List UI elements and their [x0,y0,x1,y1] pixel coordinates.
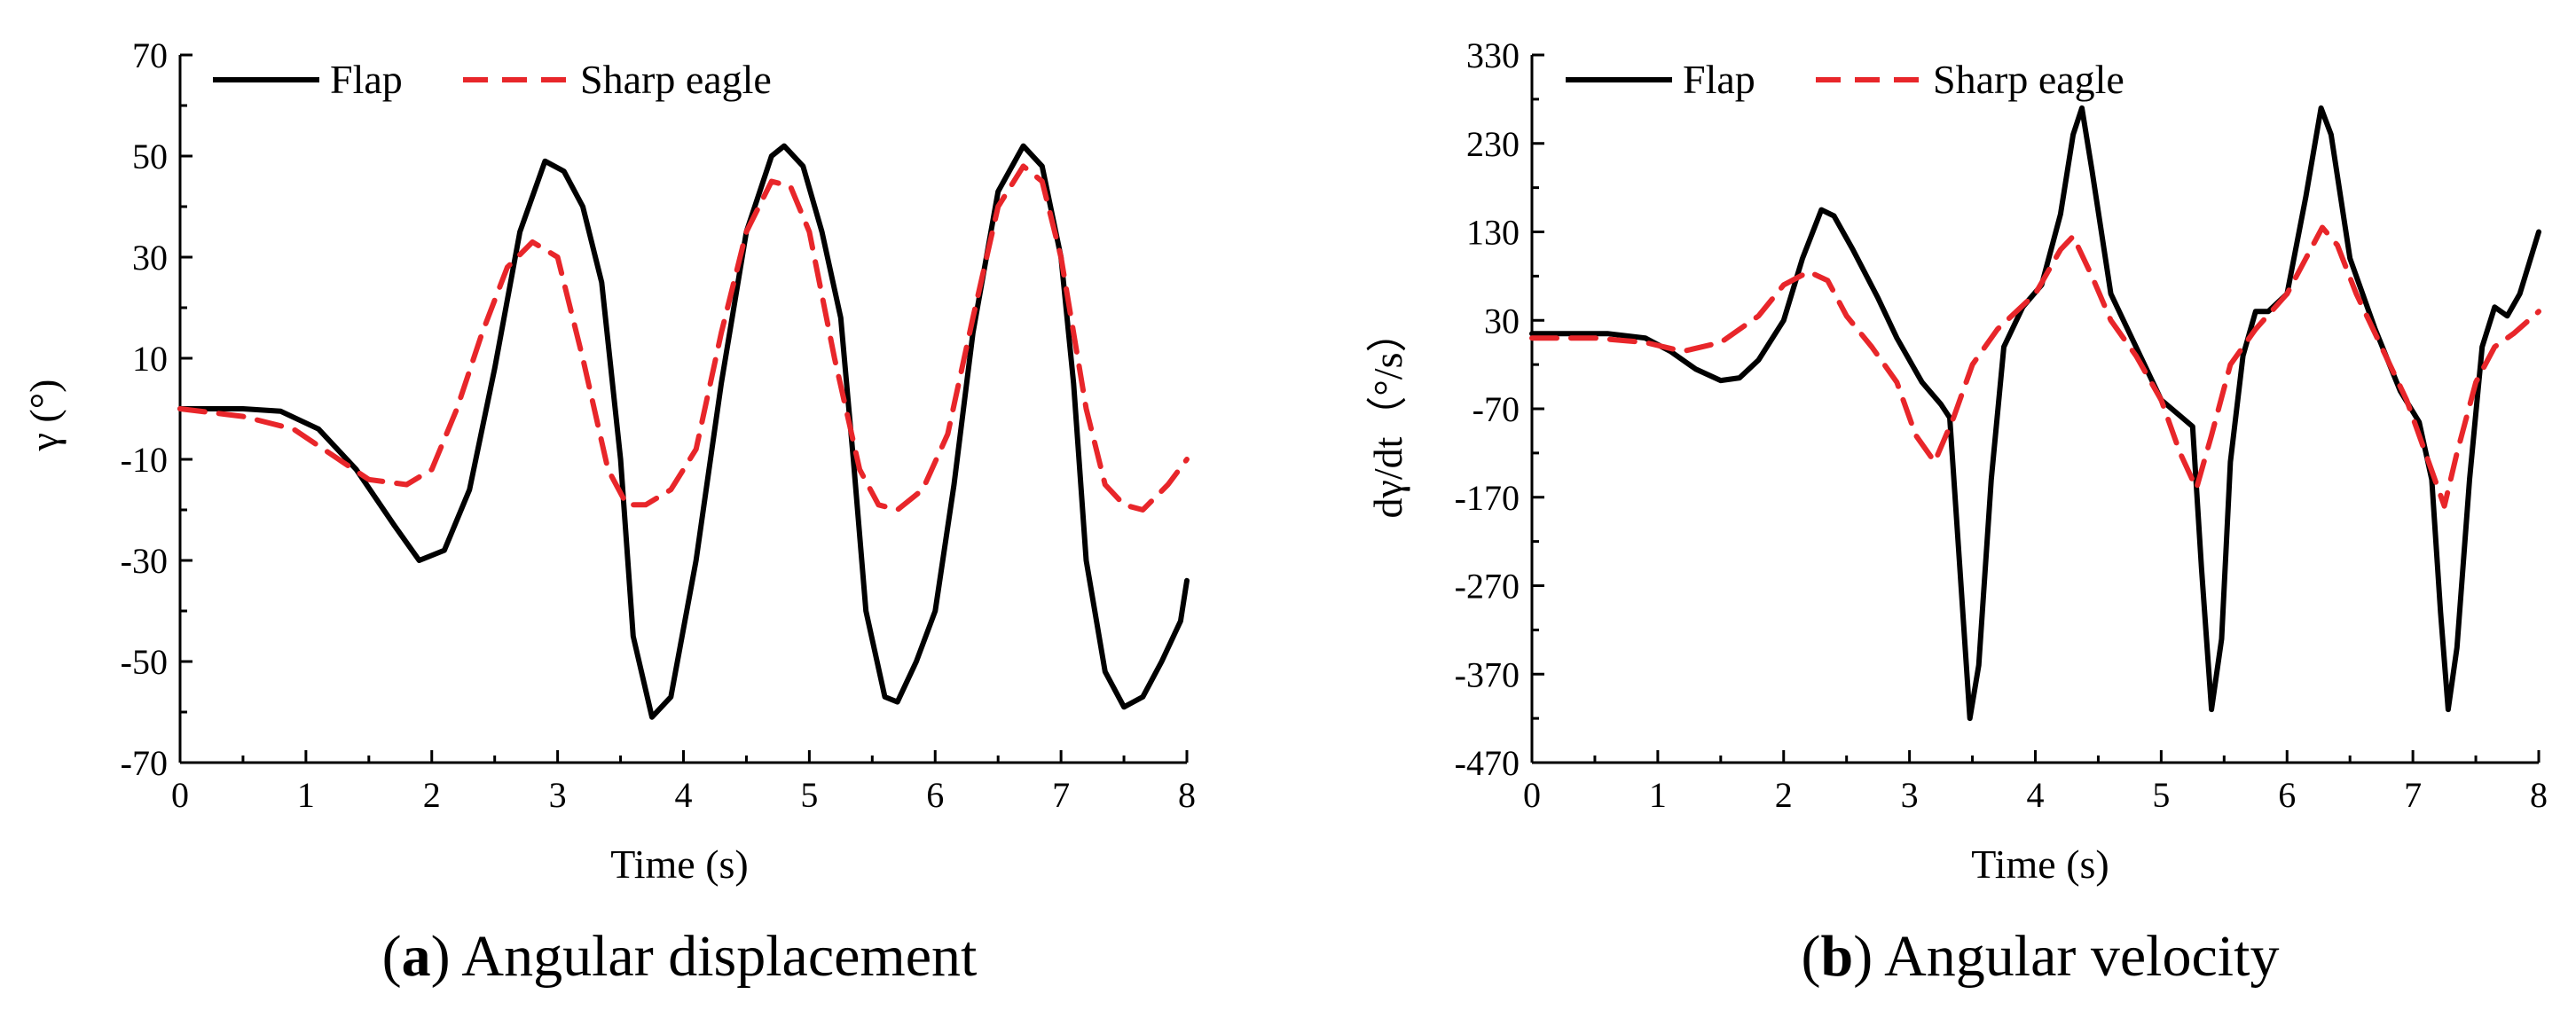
x-axis-title: Time (s) [1971,842,2109,887]
x-tick-label: 6 [926,775,944,815]
legend-label: Flap [1683,57,1755,102]
x-tick-label: 7 [2404,775,2422,815]
x-tick-label: 5 [800,775,818,815]
x-tick-label: 0 [171,775,189,815]
x-tick-label: 1 [1649,775,1667,815]
y-tick-label: 30 [132,238,168,278]
x-tick-label: 7 [1052,775,1070,815]
y-tick-label: -70 [121,743,168,783]
y-axis-title: γ (°) [21,380,67,452]
x-axis-title: Time (s) [610,842,749,887]
x-tick-label: 2 [423,775,441,815]
x-tick-label: 6 [2278,775,2296,815]
series-line-flap [1529,105,2541,722]
y-tick-label: 330 [1466,35,1520,75]
x-tick-label: 3 [1901,775,1919,815]
caption-a: (a) Angular displacement [382,924,978,989]
series-line-flap [177,143,1190,720]
x-tick-label: 4 [675,775,693,815]
y-tick-label: 230 [1466,124,1520,164]
legend-label: Flap [330,57,403,102]
y-axis-title: dγ/dt（°/s） [1365,312,1410,519]
series-line-sharp-eagle [1529,224,2541,509]
x-tick-label: 0 [1523,775,1541,815]
x-tick-label: 8 [2530,775,2548,815]
y-tick-label: 30 [1484,301,1520,341]
x-tick-label: 4 [2027,775,2045,815]
y-tick-label: -270 [1455,567,1520,607]
y-tick-label: 70 [132,35,168,75]
series-line-sharp-eagle [177,163,1190,513]
y-tick-label: -50 [121,642,168,682]
y-tick-label: -470 [1455,743,1520,783]
y-tick-label: 50 [132,137,168,176]
chart-angular-velocity: dγ/dt（°/s） Time (s) (b) Angular velocity… [1365,35,2548,989]
x-tick-label: 5 [2152,775,2170,815]
chart-angular-displacement: γ (°) Time (s) (a) Angular displacement … [21,35,1196,989]
y-tick-label: -70 [1473,389,1520,429]
y-tick-label: -30 [121,541,168,581]
y-tick-label: 10 [132,339,168,379]
caption-b: (b) Angular velocity [1802,924,2280,989]
x-tick-label: 1 [297,775,315,815]
legend-label: Sharp eagle [1933,57,2124,102]
y-tick-label: -370 [1455,654,1520,694]
y-tick-label: -170 [1455,478,1520,518]
x-tick-label: 2 [1775,775,1793,815]
legend-label: Sharp eagle [580,57,772,102]
x-tick-label: 8 [1178,775,1196,815]
y-tick-label: 130 [1466,213,1520,253]
x-tick-label: 3 [549,775,567,815]
y-tick-label: -10 [121,440,168,480]
